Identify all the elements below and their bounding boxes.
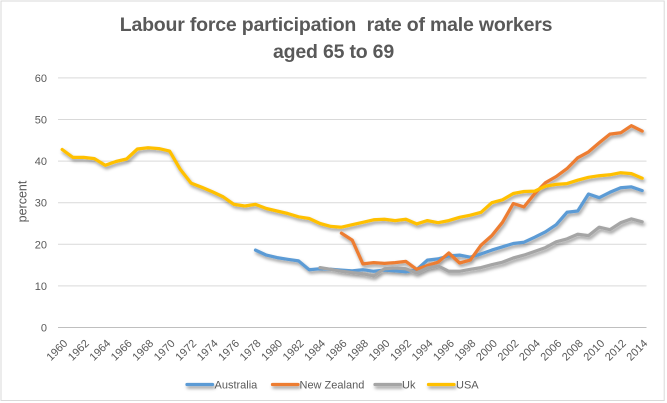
svg-text:0: 0 bbox=[41, 323, 47, 335]
svg-text:USA: USA bbox=[456, 380, 479, 392]
svg-text:Australia: Australia bbox=[215, 380, 259, 392]
svg-text:Uk: Uk bbox=[402, 380, 416, 392]
svg-text:percent: percent bbox=[16, 180, 30, 222]
svg-text:40: 40 bbox=[35, 156, 47, 168]
svg-text:Labour force participation ra: Labour force participation rate of male … bbox=[120, 14, 553, 36]
svg-text:aged 65 to 69: aged 65 to 69 bbox=[273, 41, 394, 63]
svg-text:10: 10 bbox=[35, 281, 47, 293]
svg-text:60: 60 bbox=[35, 73, 47, 85]
svg-text:50: 50 bbox=[35, 115, 47, 127]
svg-text:New Zealand: New Zealand bbox=[300, 380, 365, 392]
svg-text:20: 20 bbox=[35, 239, 47, 251]
svg-text:30: 30 bbox=[35, 198, 47, 210]
